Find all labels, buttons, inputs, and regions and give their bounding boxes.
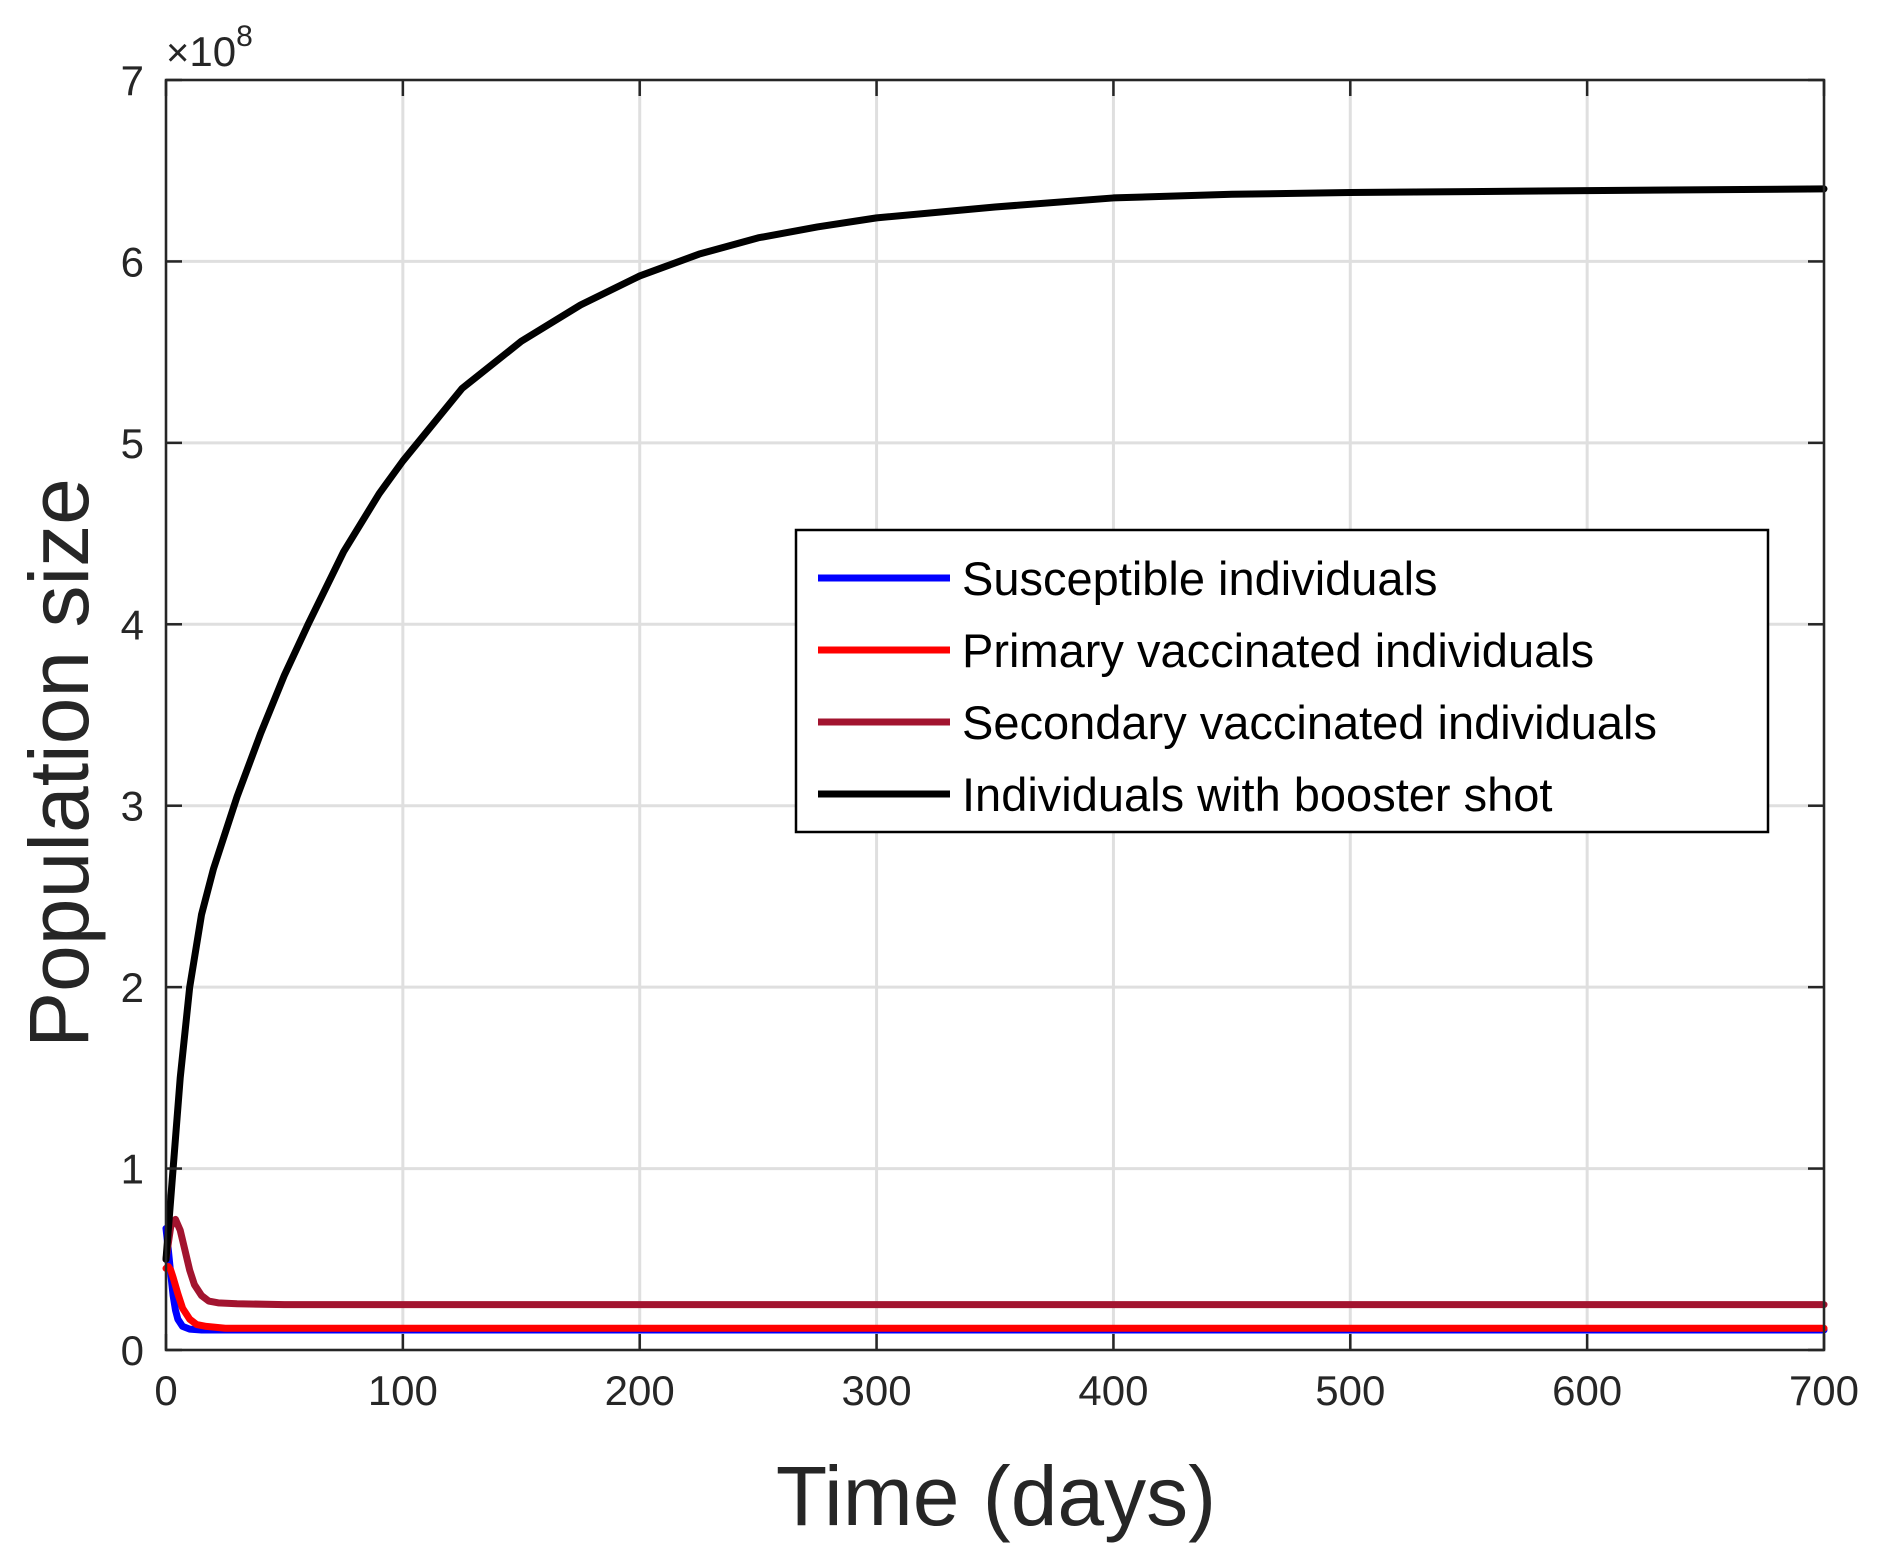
series-line-4 <box>162 185 1828 1263</box>
y-tick-label: 3 <box>121 783 144 830</box>
x-tick-label: 700 <box>1789 1367 1859 1414</box>
legend-label-3: Secondary vaccinated individuals <box>962 696 1657 749</box>
series-line-3 <box>162 1215 1828 1309</box>
y-tick-label: 0 <box>121 1327 144 1374</box>
y-multiplier: ×108 <box>166 20 253 75</box>
y-tick-label: 4 <box>121 601 144 648</box>
x-tick-label: 0 <box>154 1367 177 1414</box>
y-tick-label: 2 <box>121 964 144 1011</box>
tick-marks <box>164 78 1826 1352</box>
y-multiplier-times: × <box>166 31 189 75</box>
y-multiplier-exponent: 8 <box>236 20 253 53</box>
tick-labels: 0 100 200 300 400 500 600 700 0 1 2 3 4 5 6 7 <box>121 57 1859 1414</box>
x-tick-label: 200 <box>605 1367 675 1414</box>
legend: Susceptible individuals Primary vaccinate… <box>794 528 1770 834</box>
y-multiplier-base: 10 <box>189 28 236 75</box>
y-tick-label: 6 <box>121 238 144 285</box>
x-tick-label: 600 <box>1552 1367 1622 1414</box>
legend-entries: Susceptible individuals Primary vaccinate… <box>818 552 1657 821</box>
x-tick-label: 100 <box>368 1367 438 1414</box>
x-axis-label: Time (days) <box>776 1449 1216 1543</box>
axes-box <box>164 78 1826 1352</box>
y-tick-label: 7 <box>121 57 144 104</box>
legend-label-4: Individuals with booster shot <box>962 768 1552 821</box>
y-tick-label: 5 <box>121 420 144 467</box>
legend-box <box>794 528 1770 834</box>
x-tick-label: 500 <box>1315 1367 1385 1414</box>
x-tick-label: 400 <box>1078 1367 1148 1414</box>
legend-label-2: Primary vaccinated individuals <box>962 624 1594 677</box>
y-axis-label: Population size <box>12 478 106 1048</box>
series-line-2 <box>162 1263 1828 1332</box>
x-tick-label: 300 <box>842 1367 912 1414</box>
y-tick-label: 1 <box>121 1146 144 1193</box>
series-layer <box>162 185 1828 1334</box>
legend-label-1: Susceptible individuals <box>962 552 1438 605</box>
